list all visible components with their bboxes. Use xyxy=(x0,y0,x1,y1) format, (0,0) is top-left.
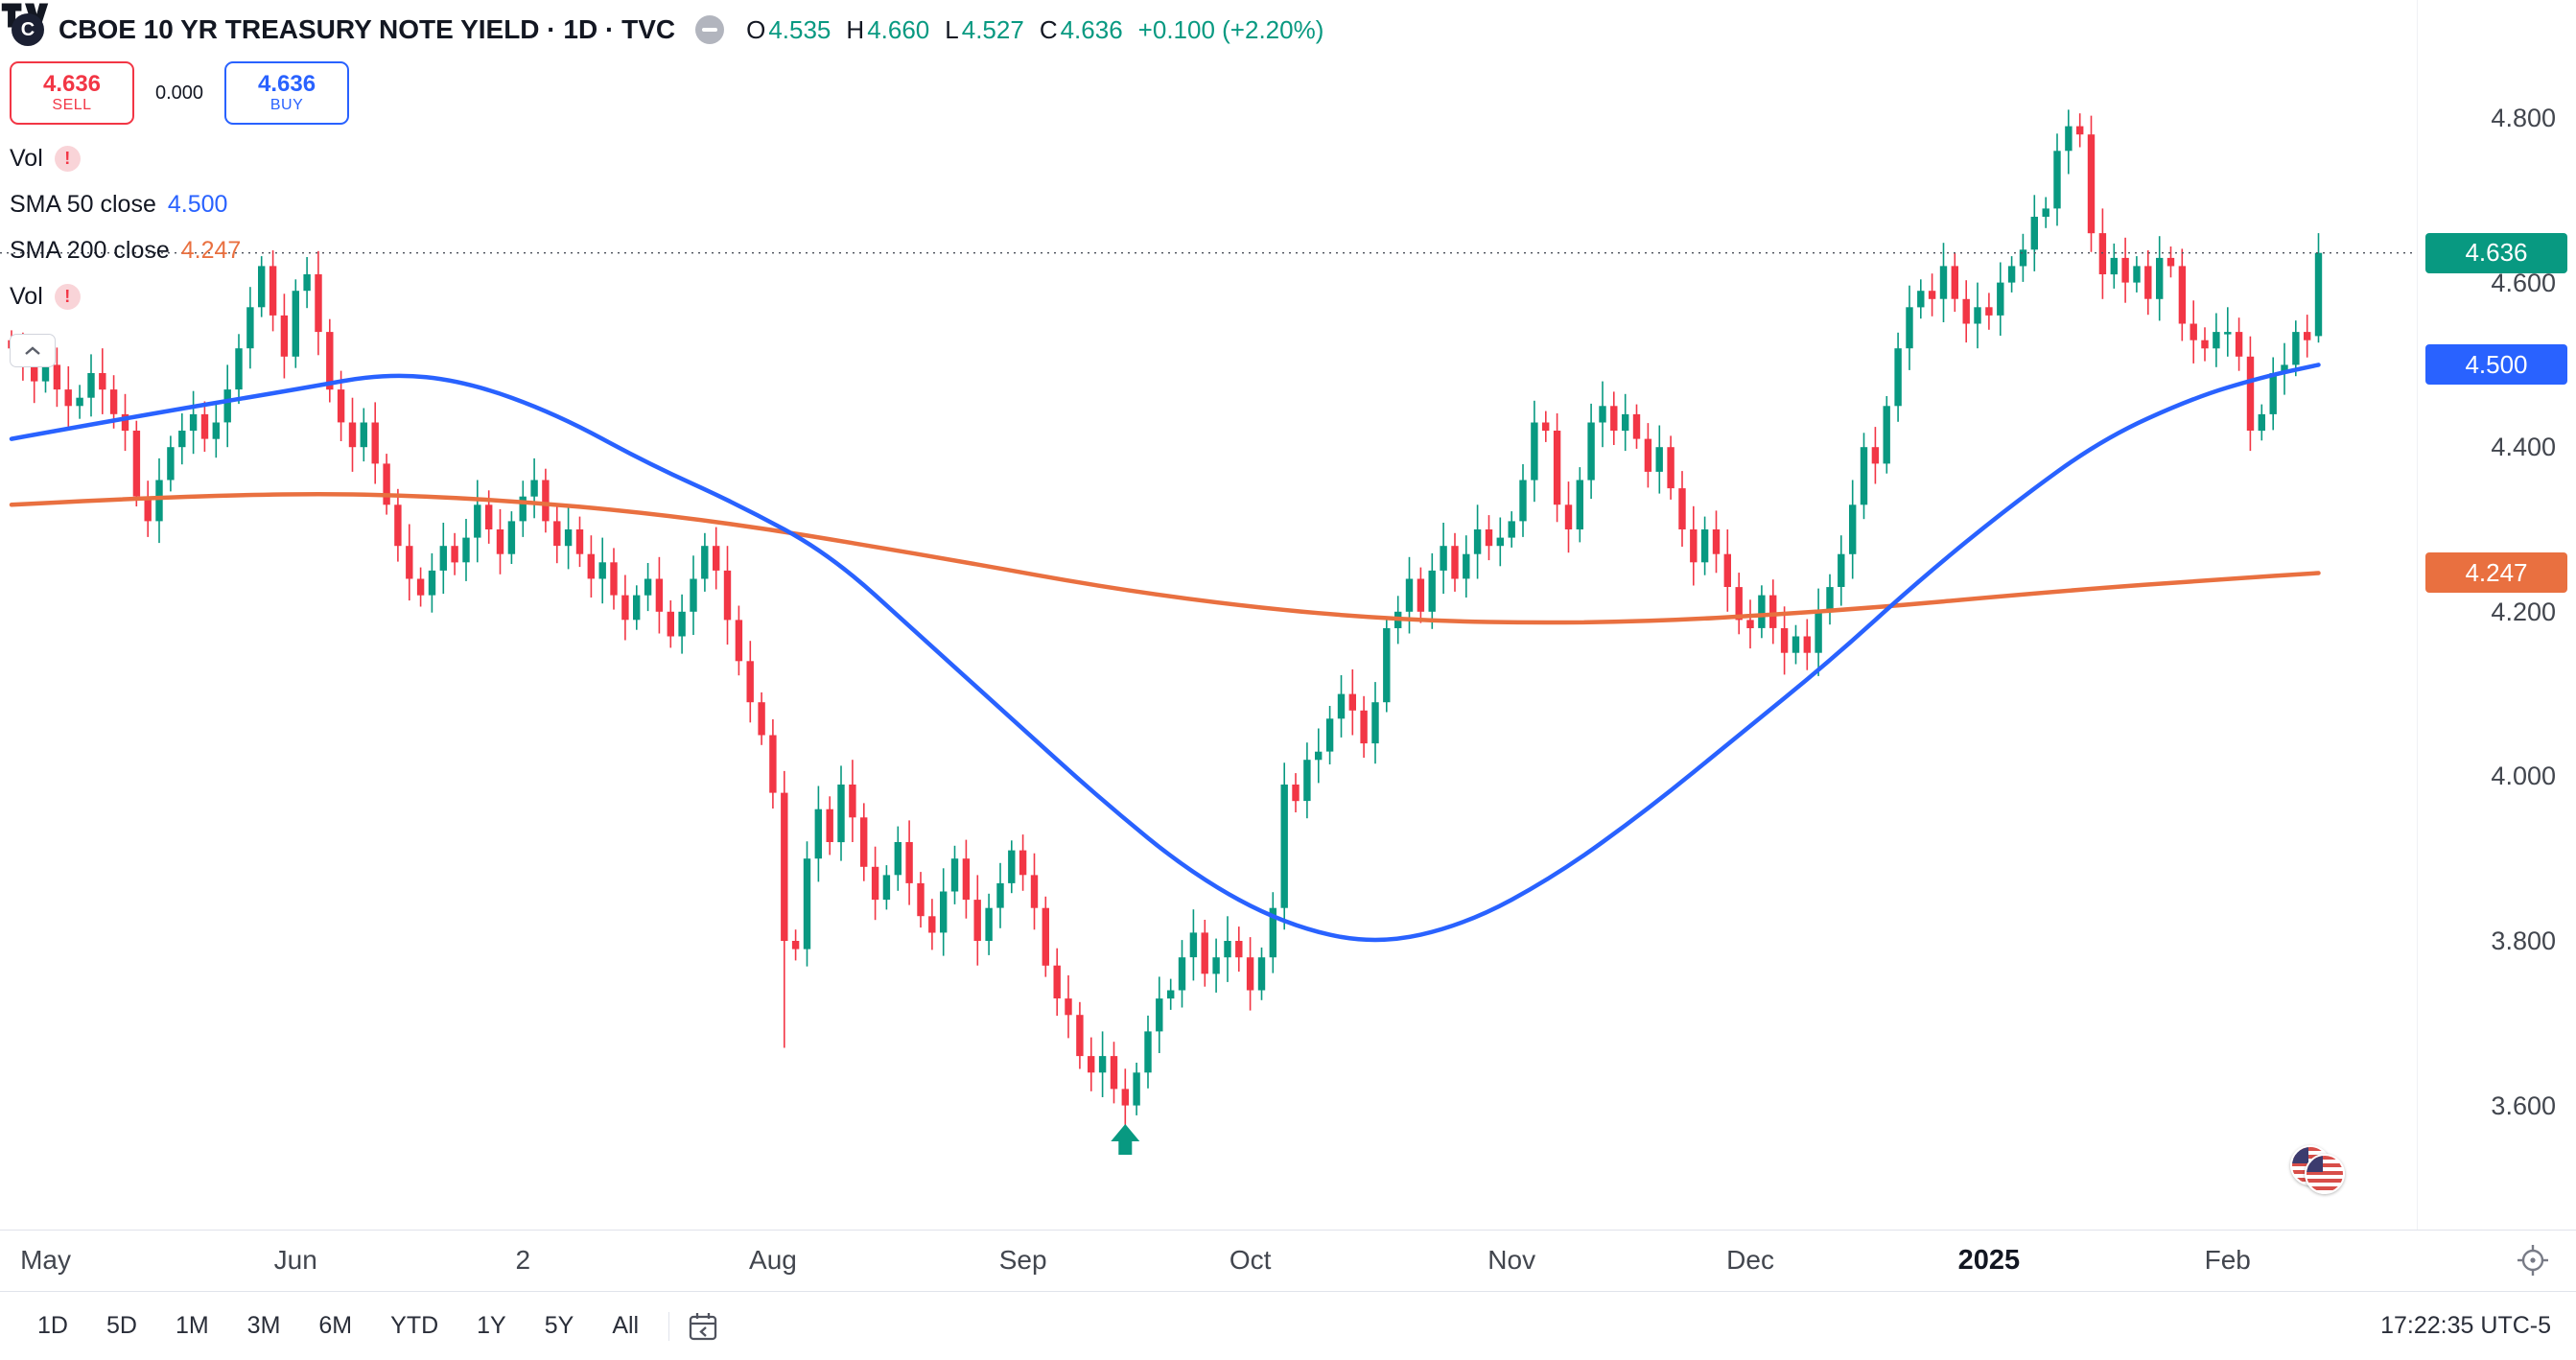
axis-settings-icon[interactable] xyxy=(2515,1242,2551,1278)
range-button-all[interactable]: All xyxy=(612,1312,640,1339)
high-value: 4.660 xyxy=(867,14,930,44)
time-tick-label: Nov xyxy=(1487,1245,1536,1275)
change-value: +0.100 (+2.20%) xyxy=(1137,14,1324,44)
indicator-legend: Vol ! SMA 50 close 4.500 SMA 200 close 4… xyxy=(10,140,241,367)
legend-volume-1[interactable]: Vol ! xyxy=(10,140,81,176)
legend-sma50[interactable]: SMA 50 close 4.500 xyxy=(10,186,227,223)
buy-arrow-marker xyxy=(1111,1124,1140,1155)
price-badge: 4.247 xyxy=(2425,552,2567,594)
time-tick-label: Oct xyxy=(1229,1245,1272,1275)
symbol-header: C CBOE 10 YR TREASURY NOTE YIELD · 1D · … xyxy=(12,8,1323,52)
open-label: O xyxy=(746,14,766,44)
open-value: 4.535 xyxy=(768,14,831,44)
symbol-logo: C xyxy=(12,13,44,46)
sma200-value: 4.247 xyxy=(180,236,242,264)
time-axis[interactable]: May Jun 2 Aug Sep Oct Nov Dec 2025 Feb xyxy=(0,1230,2576,1292)
us-flag-event-icon[interactable] xyxy=(2290,1145,2352,1197)
sell-price: 4.636 xyxy=(42,71,102,97)
time-tick-label: Feb xyxy=(2204,1245,2251,1275)
time-tick-label: Dec xyxy=(1726,1245,1774,1275)
candlestick-chart[interactable] xyxy=(0,0,2417,1230)
symbol-minimize-button[interactable] xyxy=(695,15,725,44)
buy-button[interactable]: 4.636 BUY xyxy=(224,61,350,125)
price-badge: 4.500 xyxy=(2425,344,2567,386)
close-label: C xyxy=(1039,14,1058,44)
chevron-up-icon xyxy=(25,345,40,355)
sma50-label: SMA 50 close xyxy=(10,190,156,218)
legend-volume-2[interactable]: Vol ! xyxy=(10,278,81,315)
buy-price: 4.636 xyxy=(258,71,316,97)
chart-svg xyxy=(0,109,2417,1155)
low-label: L xyxy=(945,14,959,44)
toolbar-divider xyxy=(668,1311,670,1341)
bottom-toolbar: 1D 5D 1M 3M 6M YTD 1Y 5Y All 17:22:35 UTC-5 xyxy=(0,1291,2576,1360)
trade-panel: 4.636 SELL 0.000 4.636 BUY xyxy=(10,61,350,125)
buy-label: BUY xyxy=(269,97,304,113)
price-tick-label: 4.800 xyxy=(2491,104,2556,132)
high-label: H xyxy=(846,14,865,44)
range-button-1y[interactable]: 1Y xyxy=(477,1312,506,1339)
range-selector: 1D 5D 1M 3M 6M YTD 1Y 5Y All xyxy=(25,1304,651,1348)
price-tick-label: 4.400 xyxy=(2491,433,2556,462)
price-axis[interactable]: 4.800 4.600 4.400 4.200 4.000 3.800 3.600 4.636… xyxy=(2417,0,2576,1230)
range-button-5d[interactable]: 5D xyxy=(105,1312,137,1339)
symbol-title[interactable]: CBOE 10 YR TREASURY NOTE YIELD · 1D · TV… xyxy=(59,14,676,44)
sma200-label: SMA 200 close xyxy=(10,236,170,264)
timezone-clock[interactable]: 17:22:35 UTC-5 xyxy=(2380,1312,2551,1339)
low-value: 4.527 xyxy=(961,14,1024,44)
volume-label: Vol xyxy=(10,282,43,310)
price-tick-label: 4.200 xyxy=(2491,597,2556,626)
warning-icon[interactable]: ! xyxy=(54,145,81,172)
time-tick-label: Jun xyxy=(273,1245,317,1275)
range-button-1m[interactable]: 1M xyxy=(175,1312,209,1339)
price-tick-label: 4.000 xyxy=(2491,762,2556,791)
range-button-5y[interactable]: 5Y xyxy=(544,1312,574,1339)
ohlc-values: O 4.535 H 4.660 L 4.527 C 4.636 +0.100 (+2.2… xyxy=(746,15,1323,45)
range-button-6m[interactable]: 6M xyxy=(318,1312,353,1339)
sell-button[interactable]: 4.636 SELL xyxy=(10,61,134,125)
warning-icon[interactable]: ! xyxy=(54,283,81,310)
time-tick-label: 2025 xyxy=(1957,1245,2021,1276)
sell-label: SELL xyxy=(52,97,92,113)
time-tick-label: 2 xyxy=(515,1245,531,1275)
price-tick-label: 3.600 xyxy=(2491,1090,2556,1120)
volume-label: Vol xyxy=(10,144,43,172)
go-to-date-icon[interactable] xyxy=(687,1310,719,1343)
close-value: 4.636 xyxy=(1060,14,1123,44)
time-tick-label: Aug xyxy=(749,1245,797,1275)
collapse-legend-button[interactable] xyxy=(10,334,56,367)
us-flag-icon xyxy=(2305,1154,2345,1194)
range-button-3m[interactable]: 3M xyxy=(246,1312,281,1339)
time-tick-label: Sep xyxy=(998,1245,1047,1275)
range-button-1d[interactable]: 1D xyxy=(37,1312,68,1339)
range-button-ytd[interactable]: YTD xyxy=(390,1312,439,1339)
price-tick-label: 3.800 xyxy=(2491,926,2556,955)
time-tick-label: May xyxy=(20,1245,71,1275)
legend-sma200[interactable]: SMA 200 close 4.247 xyxy=(10,232,241,269)
spread-value: 0.000 xyxy=(155,82,204,104)
sma50-value: 4.500 xyxy=(167,190,228,218)
price-badge: 4.636 xyxy=(2425,232,2567,273)
